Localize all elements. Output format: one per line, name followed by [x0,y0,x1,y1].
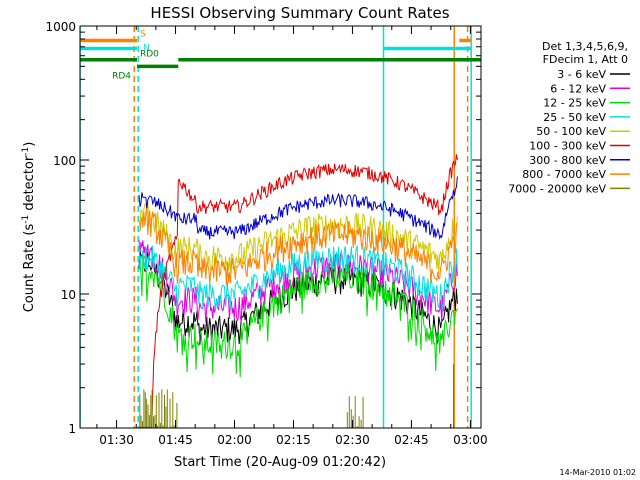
x-tick-label: 01:45 [158,433,193,447]
legend-item-label: 100 - 300 keV [529,140,606,153]
flag-label: S [140,29,146,39]
series-line [138,240,458,323]
legend-item-label: 6 - 12 keV [550,82,606,95]
flag-label: RD0 [140,50,159,60]
x-tick-label: 02:30 [335,433,370,447]
x-tick-label: 03:00 [453,433,488,447]
y-tick-label: 1000 [45,20,76,34]
y-tick-label: 100 [53,154,76,168]
legend-item-label: 50 - 100 keV [536,125,606,138]
chart-title: HESSI Observing Summary Count Rates [150,4,449,22]
flag-label: N [143,43,150,53]
generation-timestamp: 14-Mar-2010 01:02 [560,468,637,477]
legend-item-label: 800 - 7000 keV [522,168,606,181]
series-line [139,364,454,428]
y-tick-label: 1 [68,422,76,436]
series-line [138,249,458,346]
instrument-event-lines [80,26,472,428]
x-tick-label: 01:30 [99,433,134,447]
plot-frame [79,25,482,429]
y-axis-label-sup1: -1 [21,215,31,224]
legend-item-label: 300 - 800 keV [529,154,606,167]
series-line [138,255,458,378]
legend-item-label: 12 - 25 keV [543,97,606,110]
legend-header-line-1: Det 1,3,4,5,6,9, [542,40,628,53]
legend-item-label: 25 - 50 keV [543,111,606,124]
y-tick-label: 10 [61,288,76,302]
y-axis-label-main: Count Rate (s [22,224,37,313]
x-tick-label: 02:45 [394,433,429,447]
x-axis-label: Start Time (20-Aug-09 01:20:42) [174,455,386,470]
series-line [138,176,458,241]
y-axis-label-end: ) [22,142,37,147]
series-line [139,154,458,428]
series-line [138,207,458,286]
series-line [138,243,458,311]
legend-header-line-2: FDecim 1, Att 0 [543,53,628,66]
y-axis-label-sup2: -1 [21,147,31,156]
x-axis: 01:30 01:45 02:00 02:15 02:30 02:45 03:00 [96,26,488,447]
y-axis-label-mid: detector [22,155,37,215]
x-tick-label: 02:00 [217,433,252,447]
legend-item-label: 7000 - 20000 keV [508,182,606,195]
flag-label: RD4 [112,71,131,81]
legend-item-label: 3 - 6 keV [557,68,606,81]
y-axis: 1 10 100 1000 [45,20,481,436]
legend: Det 1,3,4,5,6,9, FDecim 1, Att 0 3 - 6 k… [508,40,630,195]
series-lines [138,154,458,428]
y-axis-label: Count Rate (s-1 detector-1) [21,142,37,313]
x-tick-label: 02:15 [276,433,311,447]
